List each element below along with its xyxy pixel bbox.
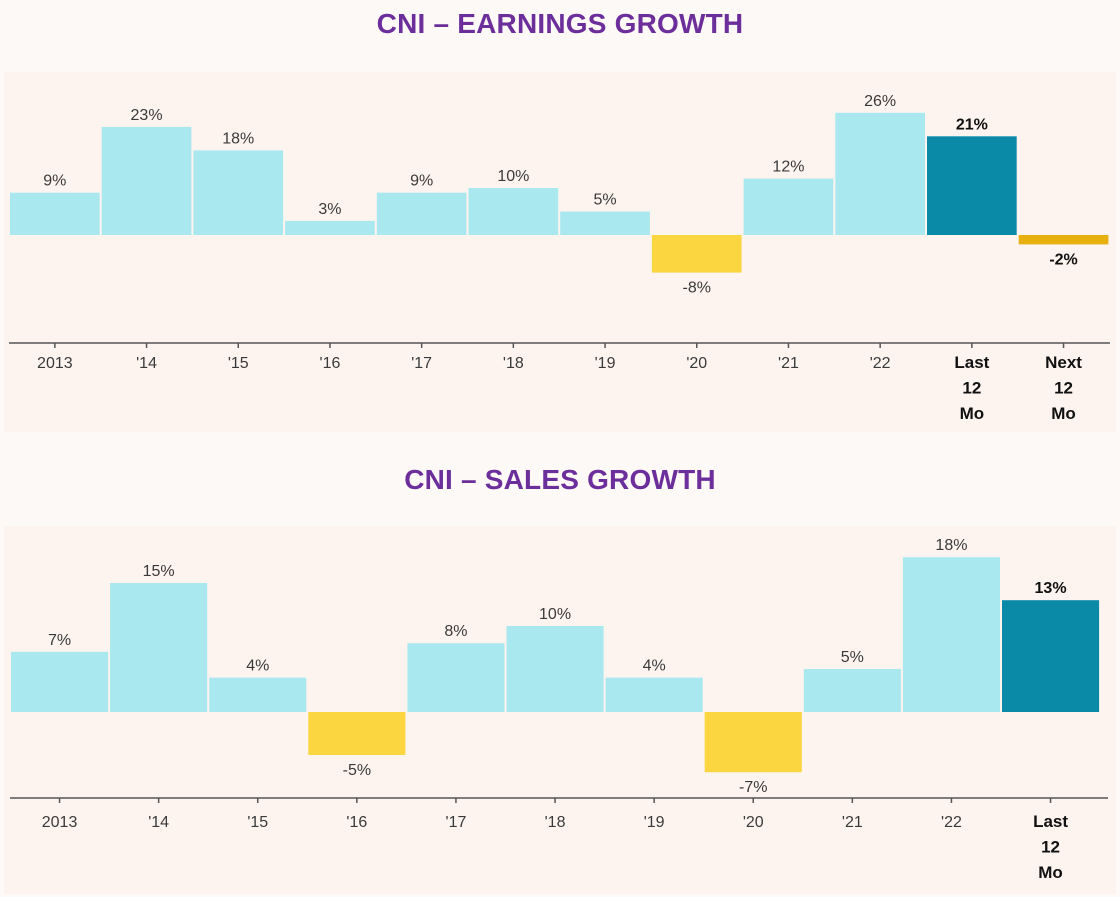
sales-x-tick-label: 2013	[42, 814, 78, 831]
sales-x-tick-label: '20	[743, 814, 764, 831]
earnings-bar	[376, 192, 467, 235]
sales-x-tick-label: '19	[644, 814, 665, 831]
earnings-bar-chart: 9% 2013 23% '14 18% '15 3% '16 9% '17 10% '18 5% '19 -…	[9, 93, 1110, 423]
sales-bar	[407, 643, 505, 712]
sales-x-tick-label: '21	[842, 814, 863, 831]
sales-x-tick-label: '14	[148, 814, 169, 831]
earnings-data-label: 3%	[318, 201, 341, 218]
sales-bar	[803, 669, 901, 712]
earnings-x-tick-label: '22	[870, 355, 891, 372]
earnings-data-label: -2%	[1049, 251, 1077, 268]
earnings-x-tick-label: '20	[686, 355, 707, 372]
sales-bar	[110, 583, 208, 712]
sales-data-label: 5%	[841, 649, 864, 666]
sales-x-tick-label: '15	[247, 814, 268, 831]
earnings-bar	[10, 192, 100, 235]
earnings-data-label: 26%	[864, 93, 896, 110]
sales-data-label: 18%	[935, 537, 967, 554]
earnings-data-label: 18%	[222, 130, 254, 147]
sales-data-label: 10%	[539, 606, 571, 623]
earnings-x-tick-label: '15	[228, 355, 249, 372]
sales-data-label: 15%	[143, 563, 175, 580]
earnings-bar	[560, 211, 650, 235]
earnings-x-tick-label: '17	[411, 355, 432, 372]
earnings-x-tick-label: 2013	[37, 355, 73, 372]
earnings-bar	[1018, 235, 1109, 245]
sales-x-tick-label: '16	[346, 814, 367, 831]
sales-chart-panel: 7% 2013 15% '14 4% '15 -5% '16 8% '17 10% '18 4% '19 -…	[4, 526, 1116, 894]
sales-bar	[1002, 600, 1100, 712]
sales-bar	[506, 626, 604, 712]
sales-data-label: 4%	[246, 658, 269, 675]
earnings-data-label: 9%	[43, 173, 66, 190]
earnings-chart-panel: 9% 2013 23% '14 18% '15 3% '16 9% '17 10% '18 5% '19 -…	[4, 72, 1116, 432]
earnings-data-label: 23%	[131, 107, 163, 124]
earnings-x-tick-label: '18	[503, 355, 524, 372]
earnings-bar	[927, 136, 1017, 235]
sales-x-tick-label: '17	[446, 814, 467, 831]
sales-bar-chart: 7% 2013 15% '14 4% '15 -5% '16 8% '17 10% '18 4% '19 -…	[10, 537, 1108, 882]
earnings-x-tick-label: '21	[778, 355, 799, 372]
sales-bar	[704, 712, 802, 773]
sales-data-label: 8%	[444, 623, 467, 640]
earnings-bar	[468, 188, 559, 235]
earnings-data-label: 21%	[956, 116, 988, 133]
sales-bar	[11, 651, 109, 712]
sales-data-label: -5%	[343, 762, 371, 779]
earnings-bar	[285, 220, 375, 235]
sales-x-tick-label: '22	[941, 814, 962, 831]
sales-data-label: 4%	[643, 658, 666, 675]
sales-chart-title: CNI – SALES GROWTH	[404, 464, 716, 495]
earnings-bar	[835, 112, 925, 235]
earnings-x-tick-label: Next 12 Mo	[1045, 353, 1082, 423]
sales-bar	[308, 712, 406, 755]
earnings-data-label: 12%	[772, 159, 804, 176]
sales-bar	[902, 557, 1000, 712]
sales-data-label: 13%	[1035, 580, 1067, 597]
earnings-x-tick-label: Last 12 Mo	[954, 353, 989, 423]
earnings-bar	[101, 126, 192, 235]
earnings-x-tick-label: '14	[136, 355, 157, 372]
earnings-data-label: 5%	[593, 192, 616, 209]
sales-data-label: -7%	[739, 779, 767, 796]
earnings-data-label: 9%	[410, 173, 433, 190]
earnings-chart-title: CNI – EARNINGS GROWTH	[376, 8, 744, 39]
sales-x-tick-label: Last 12 Mo	[1033, 812, 1068, 882]
earnings-data-label: -8%	[683, 280, 711, 297]
earnings-x-tick-label: '16	[320, 355, 341, 372]
earnings-bar	[193, 150, 284, 235]
earnings-x-tick-label: '19	[595, 355, 616, 372]
sales-x-tick-label: '18	[545, 814, 566, 831]
sales-bar	[605, 677, 703, 712]
sales-bar	[209, 677, 307, 712]
earnings-bar	[743, 178, 834, 235]
earnings-data-label: 10%	[497, 168, 529, 185]
sales-data-label: 7%	[48, 632, 71, 649]
earnings-bar	[651, 235, 742, 273]
